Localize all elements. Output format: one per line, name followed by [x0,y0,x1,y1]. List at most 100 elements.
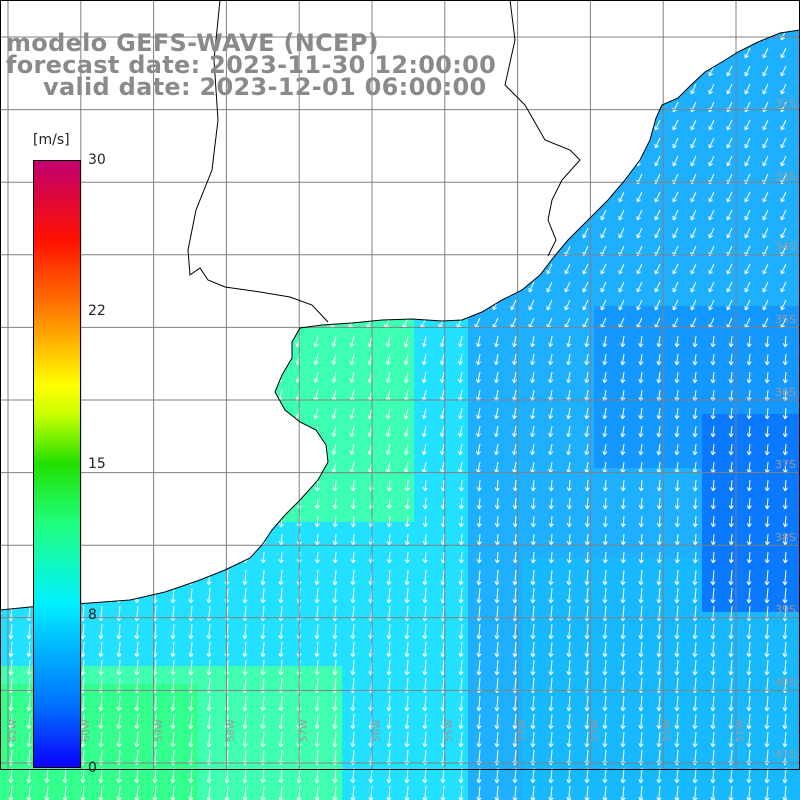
wind-arrow [476,425,481,438]
wind-arrow [98,659,104,676]
wind-arrow [476,641,482,658]
wind-arrow [476,713,482,730]
wind-arrow [566,353,572,366]
wind-arrow [512,623,518,640]
wind-arrow [528,299,535,311]
wind-arrow [746,479,752,492]
wind-arrow [458,785,464,800]
wind-arrow [188,785,194,800]
wind-arrow [457,371,463,384]
wind-arrow [332,497,338,510]
wind-arrow [458,731,464,748]
wind-arrow [62,785,68,800]
wind-arrow [746,641,752,658]
wind-arrow [638,407,644,420]
wind-arrow [385,443,391,456]
wind-arrow [708,191,715,203]
wind-arrow [512,353,517,366]
wind-arrow [494,731,500,748]
wind-arrow [566,713,572,730]
wind-arrow [600,263,607,275]
wind-arrow [602,731,608,748]
wind-arrow [746,695,752,712]
wind-arrow [566,497,572,510]
wind-arrow [708,227,715,239]
wind-arrow [620,569,626,586]
wind-arrow [654,191,661,203]
wind-arrow [746,353,752,366]
wind-arrow [512,371,517,384]
wind-arrow [638,659,644,676]
wind-arrow [566,767,572,784]
wind-arrow [692,371,698,384]
wind-arrow [349,353,355,366]
wind-arrow [726,281,733,293]
wind-arrow [134,659,140,676]
coastline [0,29,800,611]
wind-arrow [656,659,662,676]
wind-arrow [780,155,787,167]
wind-arrow [690,227,697,239]
wind-arrow [584,587,590,604]
wind-arrow [566,785,572,800]
wind-arrow [618,227,625,239]
wind-arrow [728,425,734,438]
wind-arrow [692,641,698,658]
wind-arrow [314,785,320,800]
wind-arrow [548,425,554,438]
wind-arrow [494,515,500,528]
latitude-label: 35S [775,313,796,326]
wind-arrow [764,479,770,492]
wind-arrow [458,479,464,492]
wind-arrow [782,533,788,546]
wind-arrow [98,695,104,712]
wind-arrow [404,659,410,676]
wind-arrow [564,263,571,275]
colorbar-unit: [m/s] [33,132,70,148]
wind-arrow [476,353,481,366]
wind-arrow [260,551,266,564]
wind-arrow [548,371,554,384]
wind-arrow [422,479,428,492]
wind-arrow [314,497,320,510]
wind-arrow [710,623,716,640]
wind-arrow [385,335,391,348]
wind-arrow [782,551,788,564]
wind-arrow [548,785,554,800]
wind-arrow [530,767,536,784]
wind-arrow [584,551,590,564]
wind-arrow [530,731,536,748]
wind-arrow [530,587,536,604]
wind-arrow [26,731,32,748]
wind-arrow [296,785,302,800]
forecast-date: forecast date: 2023-11-30 12:00:00 [6,51,497,79]
wind-arrow [656,479,662,492]
wind-arrow [782,623,788,640]
wind-arrow [726,227,733,239]
wind-arrow [350,551,356,564]
wind-arrow [618,281,625,293]
wind-arrow [206,659,212,676]
wind-arrow [620,551,626,564]
wind-arrow [439,335,445,348]
wind-arrow [602,659,608,676]
wind-arrow [530,407,536,420]
wind-arrow [764,587,770,604]
wind-arrow [314,533,320,546]
wind-arrow [530,623,536,640]
wind-arrow [530,713,536,730]
wind-arrow [780,119,787,131]
wind-arrow [728,785,734,800]
wind-arrow [349,371,355,384]
wind-arrow [476,587,482,604]
wind-arrow [638,785,644,800]
wind-arrow [710,371,716,384]
wind-arrow [476,785,482,800]
wind-arrow [638,569,644,586]
wind-arrow [278,641,284,658]
wind-arrow [170,623,176,640]
wind-arrow [494,551,500,564]
wind-arrow [672,281,679,293]
wind-arrow [692,659,698,676]
wind-arrow [386,497,392,510]
